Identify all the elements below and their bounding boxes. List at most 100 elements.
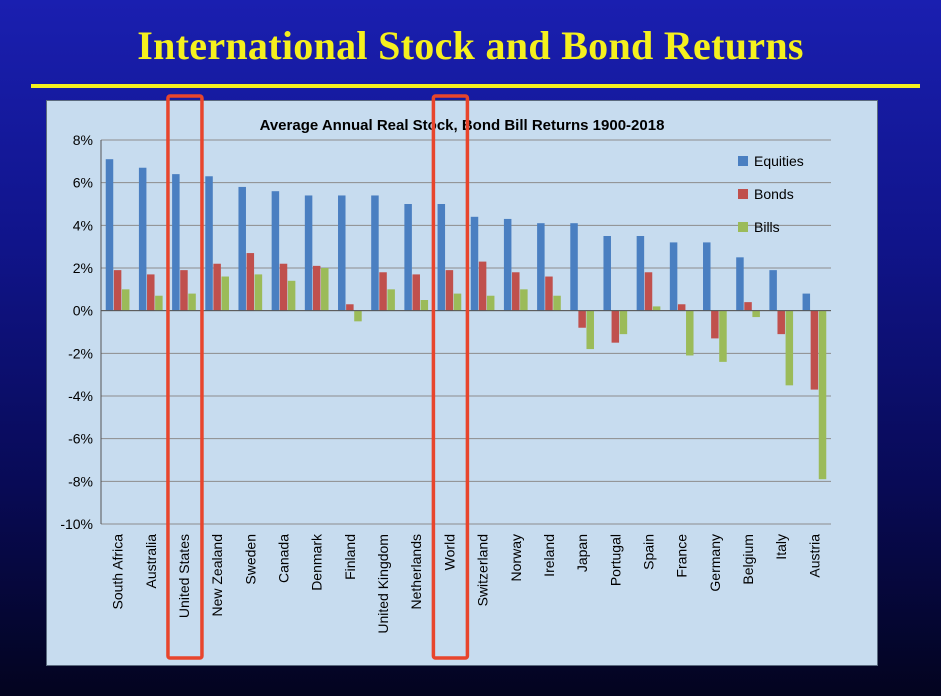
bar-bonds-new-zealand	[213, 263, 221, 311]
bar-equities-switzerland	[470, 216, 479, 311]
y-tick-label: 8%	[73, 132, 93, 148]
bar-bills-france	[686, 310, 694, 356]
bar-bonds-austria	[810, 310, 819, 390]
bar-bills-norway	[520, 289, 528, 311]
legend-swatch-bonds	[738, 189, 748, 199]
bar-bonds-ireland	[545, 276, 553, 311]
bar-bonds-south-africa	[113, 270, 122, 311]
bar-bills-italy	[785, 310, 794, 386]
category-label: Australia	[143, 534, 159, 589]
y-tick-label: -4%	[68, 388, 93, 404]
category-label: Germany	[707, 534, 723, 592]
y-tick-label: -2%	[68, 345, 93, 361]
bar-bills-germany	[719, 310, 727, 362]
category-label: Italy	[773, 534, 789, 560]
category-label: Japan	[574, 534, 590, 572]
bar-equities-portugal	[603, 236, 611, 311]
category-label: Switzerland	[475, 534, 491, 606]
bar-bills-belgium	[752, 310, 760, 318]
y-tick-label: 4%	[73, 217, 93, 233]
highlight-box-world	[431, 94, 470, 660]
bar-equities-spain	[636, 236, 645, 311]
legend-swatch-equities	[738, 156, 748, 166]
bar-equities-belgium	[736, 257, 744, 311]
bar-bonds-netherlands	[412, 274, 420, 311]
category-label: Netherlands	[408, 534, 424, 610]
bar-bonds-japan	[578, 310, 586, 328]
bar-bills-new-zealand	[221, 276, 229, 311]
bar-bonds-sweden	[246, 253, 255, 311]
bar-equities-ireland	[537, 223, 545, 311]
bar-equities-world	[437, 204, 446, 311]
category-label: World	[441, 534, 457, 570]
bar-equities-canada	[271, 191, 280, 311]
bar-bonds-germany	[711, 310, 719, 339]
bar-bonds-united-states	[180, 270, 188, 311]
bar-equities-austria	[802, 293, 811, 311]
bar-equities-france	[669, 242, 678, 311]
bar-bonds-portugal	[611, 310, 620, 343]
bar-bonds-australia	[147, 274, 155, 311]
bar-equities-united-states	[172, 174, 180, 311]
bar-bills-spain	[652, 306, 661, 311]
bar-bonds-france	[677, 304, 686, 311]
y-tick-label: -6%	[68, 431, 93, 447]
bar-bonds-switzerland	[478, 261, 487, 311]
bar-bills-portugal	[619, 310, 628, 335]
highlight-boxes	[166, 94, 470, 660]
bar-equities-sweden	[238, 186, 246, 311]
y-tick-label: 6%	[73, 175, 93, 191]
legend-label-bills: Bills	[754, 219, 780, 235]
bar-bills-world	[453, 293, 462, 311]
category-label: Canada	[276, 534, 292, 583]
bar-bonds-world	[445, 270, 454, 311]
category-label: Spain	[641, 534, 657, 570]
legend: Equities Bonds Bills	[738, 153, 804, 235]
bar-equities-denmark	[304, 195, 313, 311]
highlight-box-united-states	[166, 94, 204, 660]
y-tick-labels: 8% 6% 4% 2% 0% -2% -4% -6% -8% -10%	[60, 132, 93, 532]
bar-bills-switzerland	[486, 295, 495, 311]
bar-equities-norway	[503, 218, 512, 311]
bar-equities-netherlands	[404, 204, 412, 311]
bar-bills-finland	[354, 310, 362, 322]
bar-bills-united-states	[188, 293, 196, 311]
bar-bills-australia	[155, 295, 163, 311]
bar-equities-japan	[570, 223, 578, 311]
bar-bills-ireland	[553, 295, 561, 311]
bar-bills-sweden	[254, 274, 263, 311]
bar-bills-canada	[287, 280, 296, 311]
bar-equities-italy	[769, 270, 777, 311]
bar-equities-australia	[138, 167, 147, 311]
bar-bills-united-kingdom	[387, 289, 395, 311]
category-label: Austria	[806, 534, 822, 578]
bar-bonds-canada	[279, 263, 288, 311]
slide-title: International Stock and Bond Returns	[137, 23, 804, 68]
legend-label-bonds: Bonds	[754, 186, 794, 202]
bars	[105, 159, 827, 480]
bar-equities-finland	[338, 195, 346, 311]
bar-bills-south-africa	[121, 289, 130, 311]
legend-label-equities: Equities	[754, 153, 804, 169]
category-label: France	[674, 534, 690, 578]
bar-bonds-united-kingdom	[379, 272, 387, 311]
bar-bills-japan	[586, 310, 594, 350]
bar-bills-austria	[818, 310, 827, 480]
category-label: Ireland	[541, 534, 557, 577]
category-label: Portugal	[607, 534, 623, 586]
category-label: New Zealand	[209, 534, 225, 617]
bar-bonds-norway	[512, 272, 520, 311]
bar-bonds-belgium	[744, 302, 752, 311]
bar-equities-germany	[703, 242, 711, 311]
category-label: United Kingdom	[375, 534, 391, 634]
bar-equities-south-africa	[105, 159, 114, 311]
bar-bills-netherlands	[420, 300, 429, 311]
y-tick-label: -8%	[68, 473, 93, 489]
bar-bonds-italy	[777, 310, 785, 335]
y-tick-label: 2%	[73, 260, 93, 276]
title-divider	[31, 84, 920, 88]
category-label: Norway	[508, 534, 524, 581]
category-labels: South Africa Australia United States New Ze…	[110, 533, 823, 634]
category-label: Denmark	[309, 533, 325, 591]
y-tick-label: 0%	[73, 303, 93, 319]
